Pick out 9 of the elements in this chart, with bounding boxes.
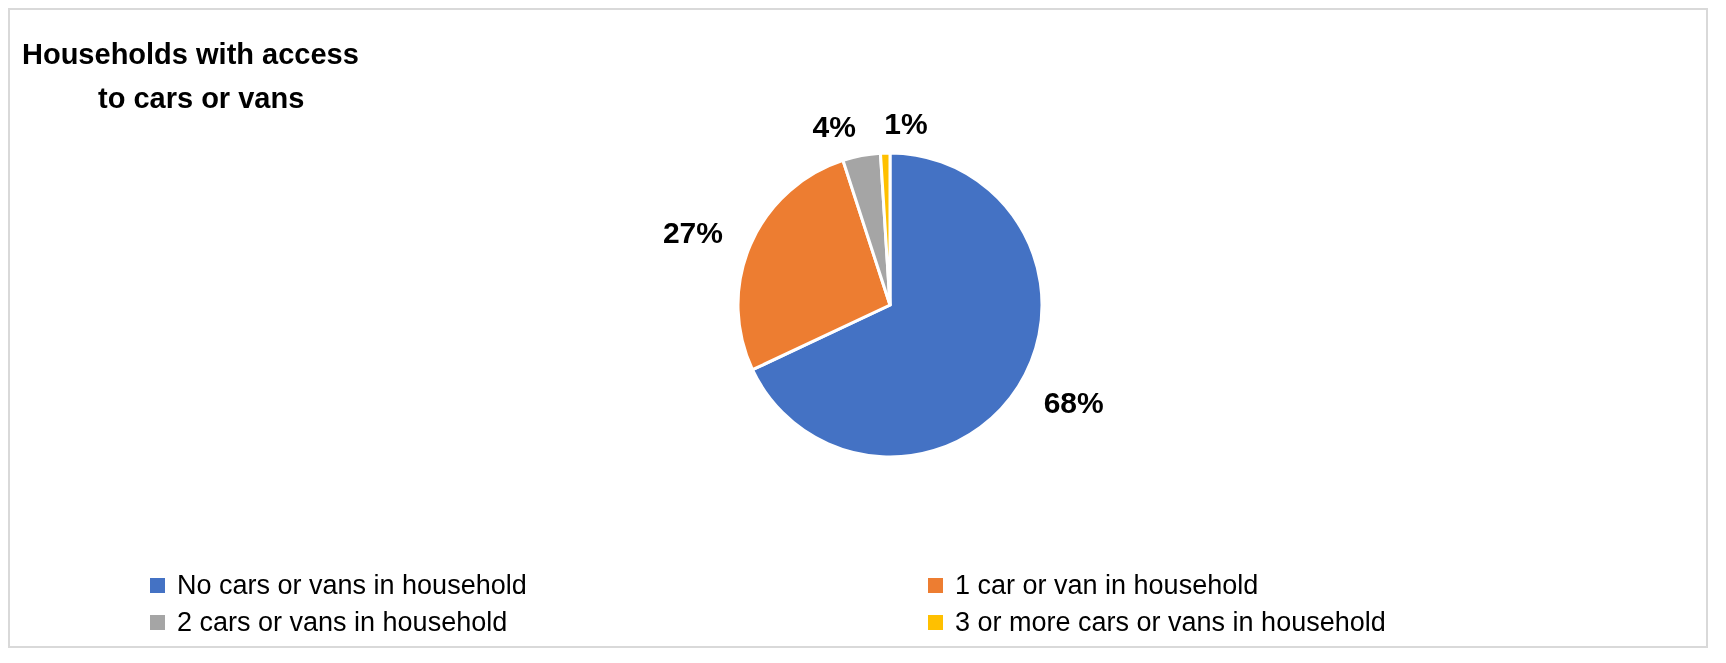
data-label: 27% <box>662 216 723 250</box>
legend-label: 1 car or van in household <box>955 570 1259 601</box>
legend-label: No cars or vans in household <box>177 570 527 601</box>
legend-label: 3 or more cars or vans in household <box>955 607 1386 638</box>
data-label: 1% <box>884 106 928 140</box>
data-label: 4% <box>812 109 856 143</box>
chart-title: Households with access to cars or vans <box>22 37 359 116</box>
data-label: 68% <box>1043 386 1104 420</box>
legend-label: 2 cars or vans in household <box>177 607 508 638</box>
